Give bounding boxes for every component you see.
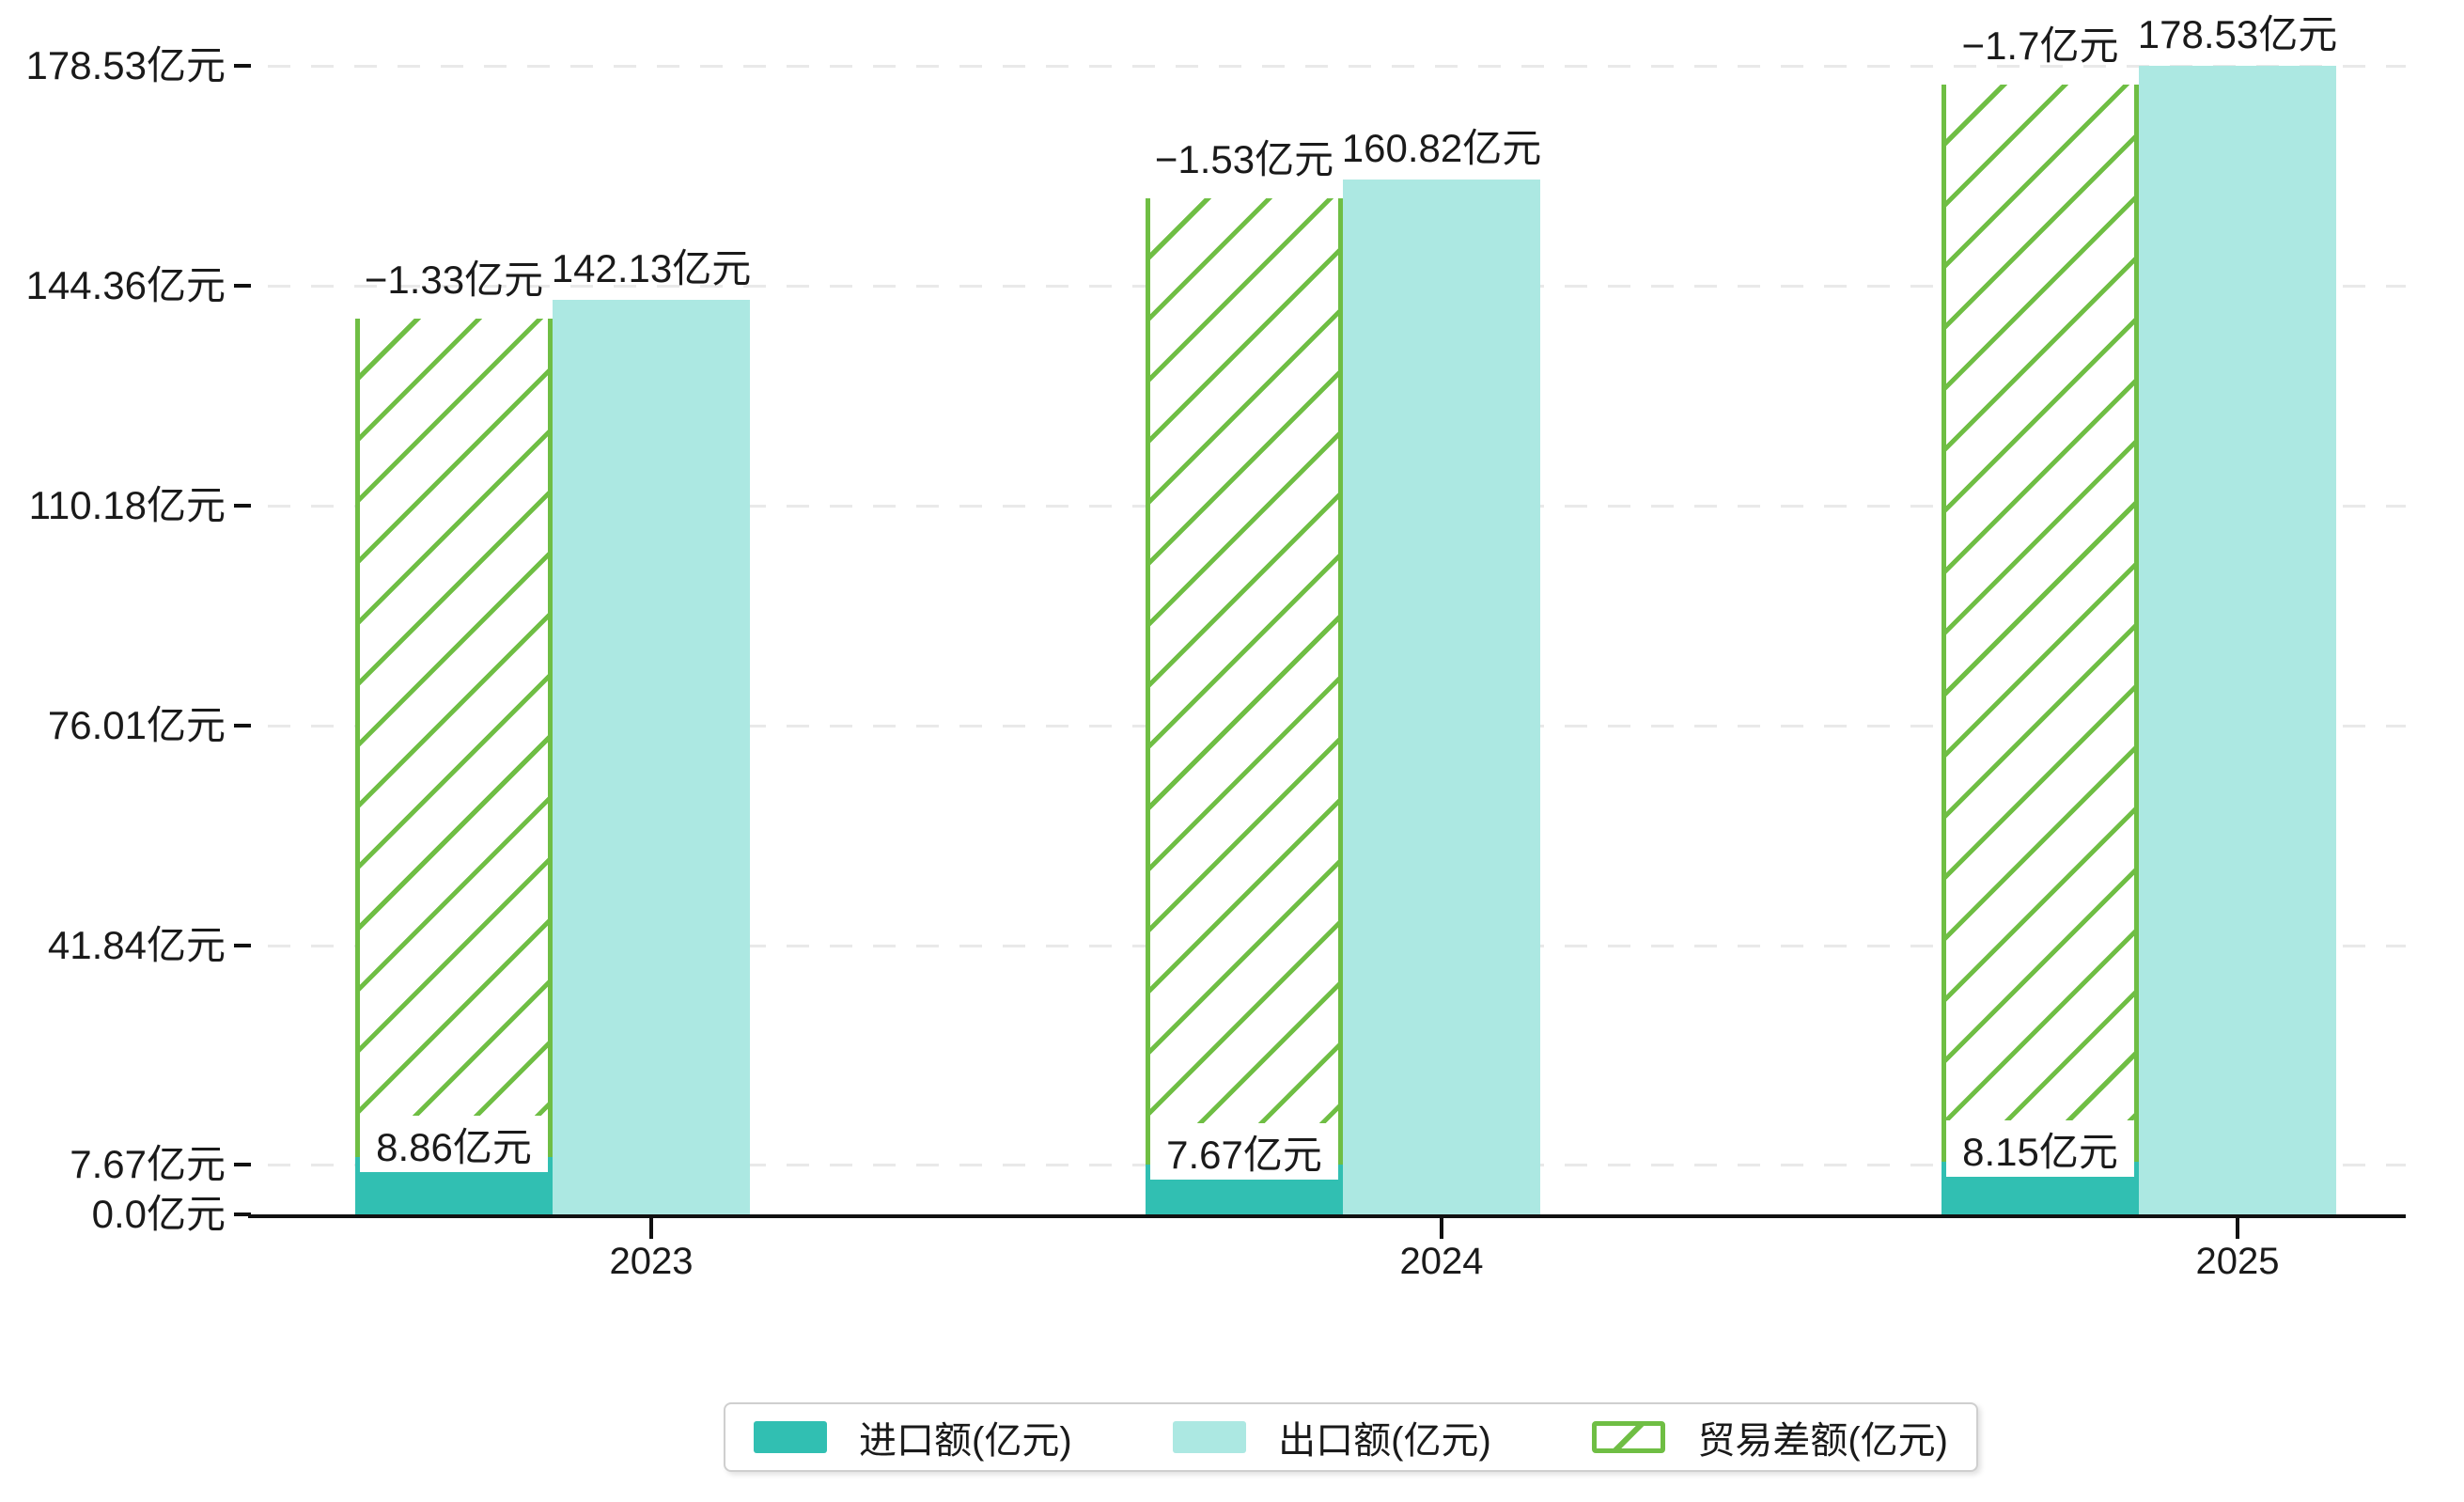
y-tick-mark [234,1213,251,1216]
export-value-label-2024: 160.82亿元 [1341,126,1542,171]
y-axis-tick-label: 144.36亿元 [25,262,226,307]
import-value-label-2023: 8.86亿元 [360,1116,548,1173]
legend-item-export: 出口额(亿元) [1173,1410,1491,1464]
export-swatch-icon [1173,1421,1247,1453]
y-tick-mark [234,283,251,288]
x-axis-label-2024: 2024 [1399,1241,1484,1282]
y-axis-tick-label: 0.0亿元 [91,1192,226,1236]
bar-export-2023 [553,300,750,1214]
y-tick-mark [234,943,251,947]
bar-export-2025 [2139,65,2336,1214]
x-axis-label-2025: 2025 [2195,1241,2280,1282]
legend-item-trade-balance: 贸易差额(亿元) [1592,1410,1948,1464]
y-axis-tick-label: 41.84亿元 [47,922,226,967]
y-tick-mark [234,63,251,68]
x-axis-line [248,1214,2406,1218]
legend-label-trade-balance: 贸易差额(亿元) [1697,1420,1948,1462]
x-tick-mark-2024 [1440,1216,1443,1239]
import-value-label-2025: 8.15亿元 [1946,1120,2134,1178]
legend-item-import: 进口额(亿元) [754,1410,1072,1464]
gridline [268,64,2406,68]
import-swatch-icon [754,1421,827,1453]
legend-label-export: 出口额(亿元) [1278,1420,1491,1462]
legend-label-import: 进口额(亿元) [859,1420,1072,1462]
legend: 进口额(亿元) 出口额(亿元) 贸易差额(亿元) [724,1402,1978,1472]
y-axis-tick-label: 178.53亿元 [25,42,226,87]
x-axis-label-2023: 2023 [609,1241,694,1282]
bar-trade-balance-2025 [1942,84,2139,1163]
y-tick-mark [234,1163,251,1167]
x-tick-mark-2023 [649,1216,653,1239]
y-axis-tick-label: 7.67亿元 [70,1142,226,1187]
export-value-label-2023: 142.13亿元 [551,246,752,291]
x-tick-mark-2025 [2236,1216,2239,1239]
import-value-label-2024: 7.67亿元 [1150,1123,1338,1181]
trade-balance-value-label-2023: −1.33亿元 [364,258,544,303]
y-tick-mark [234,503,251,508]
trade-balance-value-label-2024: −1.53亿元 [1154,137,1334,182]
y-axis-tick-label: 110.18亿元 [28,482,226,527]
trade-balance-hatch-swatch-icon [1592,1421,1666,1453]
trade-balance-value-label-2025: −1.7亿元 [1961,23,2119,68]
bar-trade-balance-2023 [355,319,553,1158]
export-value-label-2025: 178.53亿元 [2137,11,2338,56]
y-axis-tick-label: 76.01亿元 [47,702,226,747]
y-tick-mark [234,723,251,728]
bar-export-2024 [1343,180,1540,1214]
bar-trade-balance-2024 [1146,198,1343,1166]
